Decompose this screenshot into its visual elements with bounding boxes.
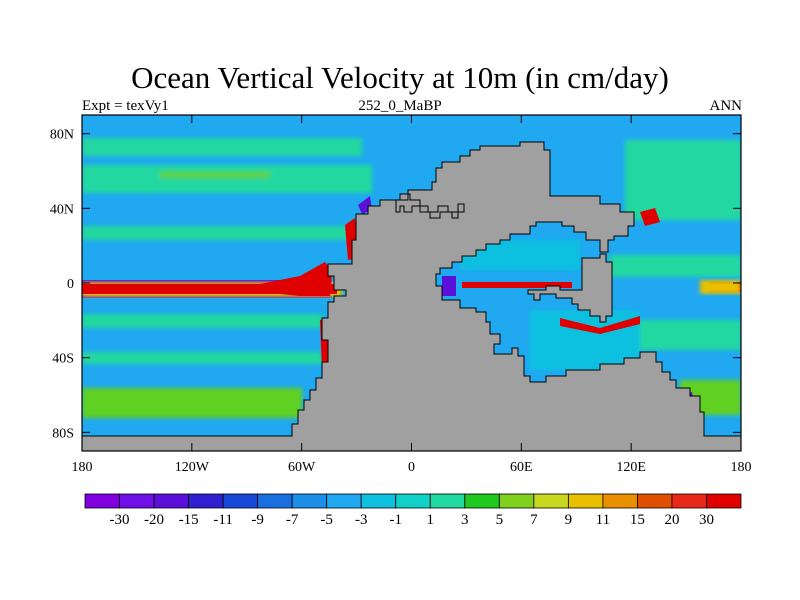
colorbar-swatch <box>188 493 224 509</box>
x-tick-label: 180 <box>731 460 752 475</box>
colorbar: -30 -20 -15 -11 -9 -7 -5 -3 -1 1 3 5 7 9 11 15 20 30 <box>84 493 742 528</box>
colorbar-swatch <box>291 493 328 509</box>
colorbar-swatch <box>429 493 466 509</box>
inner-sea-upwelling <box>462 282 572 288</box>
x-tick-label: 120W <box>175 460 210 475</box>
x-axis: 180 120W 60W 0 60E 120E 180 <box>72 115 752 475</box>
colorbar-swatch <box>153 493 189 509</box>
y-tick-label: 40N <box>50 202 74 217</box>
colorbar-label: -5 <box>320 512 333 528</box>
south-midlat-band <box>82 388 302 418</box>
north-tropical-band <box>82 226 352 240</box>
time-label: 252_0_MaBP <box>358 98 442 114</box>
colorbar-label: -15 <box>179 512 199 528</box>
colorbar-label: 3 <box>461 512 469 528</box>
east-south-band <box>640 320 741 350</box>
east-equator-glow <box>700 280 741 294</box>
colorbar-swatch <box>464 493 500 509</box>
x-tick-label: 120E <box>616 460 646 475</box>
experiment-label: Expt = texVy1 <box>82 98 169 114</box>
colorbar-label: -1 <box>389 512 402 528</box>
y-tick-label: 80N <box>50 128 74 143</box>
equatorial-upwelling <box>82 284 337 294</box>
colorbar-swatch <box>706 493 742 509</box>
colorbar-label: 1 <box>427 512 435 528</box>
chart-title: Ocean Vertical Velocity at 10m (in cm/da… <box>131 60 669 95</box>
colorbar-swatch <box>360 493 397 509</box>
colorbar-swatch <box>498 493 535 509</box>
colorbar-label: 20 <box>664 512 679 528</box>
colorbar-label: -20 <box>144 512 164 528</box>
colorbar-label: 7 <box>530 512 538 528</box>
y-tick-label: 0 <box>67 277 74 292</box>
south-tropical-band <box>82 314 322 328</box>
colorbar-swatch <box>533 493 569 509</box>
south-subtropical-band <box>82 352 322 364</box>
season-label: ANN <box>709 98 743 114</box>
colorbar-swatch <box>637 493 673 509</box>
plot-area <box>82 115 741 451</box>
colorbar-label: 9 <box>565 512 573 528</box>
colorbar-swatch <box>395 493 431 509</box>
colorbar-label: -30 <box>110 512 130 528</box>
north-subtropical-band <box>82 165 372 193</box>
inner-island <box>527 253 613 323</box>
colorbar-swatch <box>119 493 155 509</box>
y-axis: 80N 40N 0 40S 80S <box>50 128 741 441</box>
colorbar-swatch <box>326 493 362 509</box>
colorbar-label: 11 <box>596 512 610 528</box>
y-tick-label: 80S <box>52 426 74 441</box>
east-north-band <box>625 140 741 220</box>
north-midlat-streak <box>160 172 270 178</box>
colorbar-label: -7 <box>286 512 299 528</box>
colorbar-label: 5 <box>496 512 504 528</box>
coastal-upwelling-tongue <box>260 262 332 296</box>
colorbar-swatch <box>602 493 638 509</box>
inner-sea-downwelling <box>442 276 456 296</box>
colorbar-swatch <box>671 493 707 509</box>
x-tick-label: 60W <box>288 460 316 475</box>
colorbar-swatch <box>257 493 293 509</box>
inner-sea-south <box>530 310 640 370</box>
colorbar-swatch <box>567 493 604 509</box>
x-tick-label: 180 <box>72 460 93 475</box>
colorbar-swatch <box>222 493 259 509</box>
western-landmass <box>82 141 741 451</box>
colorbar-label: -11 <box>213 512 232 528</box>
inner-sea-south-upwelling <box>560 316 640 334</box>
colorbar-label: 30 <box>699 512 714 528</box>
colorbar-label: -3 <box>355 512 368 528</box>
colorbar-swatch <box>84 493 120 509</box>
y-tick-label: 40S <box>52 352 74 367</box>
east-tropical-band <box>610 255 741 277</box>
x-tick-label: 60E <box>510 460 533 475</box>
x-tick-label: 0 <box>408 460 415 475</box>
north-polar-band <box>82 138 362 156</box>
colorbar-label: 15 <box>630 512 645 528</box>
north-east-upwelling <box>640 208 660 226</box>
colorbar-label: -9 <box>251 512 264 528</box>
